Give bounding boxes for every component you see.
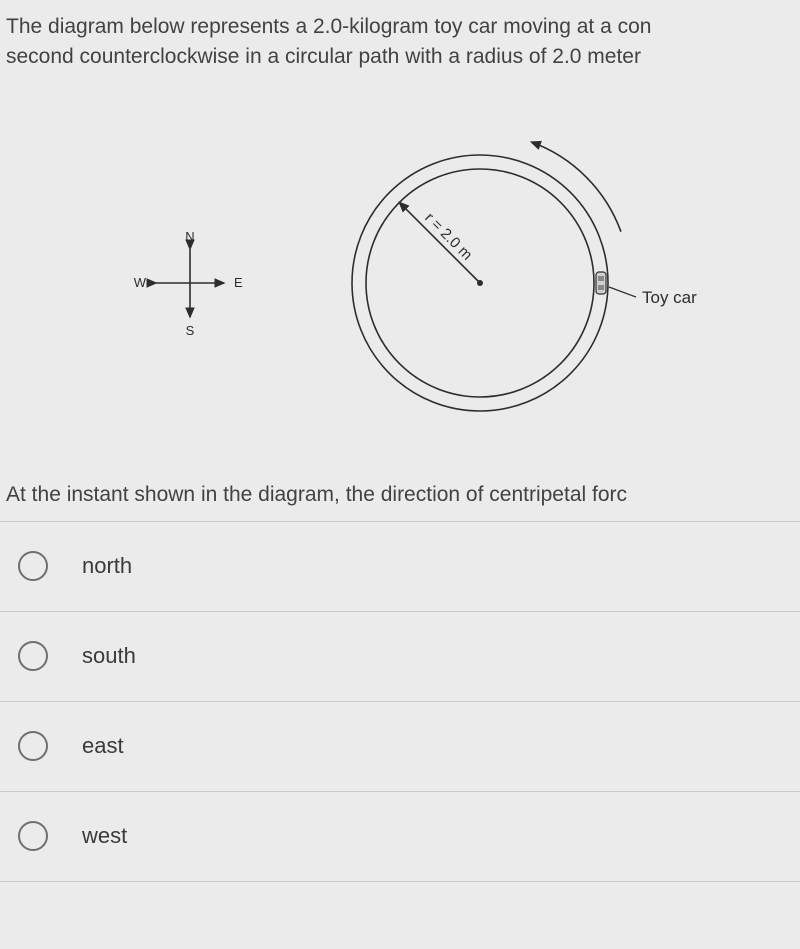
radio-icon[interactable] [18, 731, 48, 761]
radio-icon[interactable] [18, 641, 48, 671]
question-stem: The diagram below represents a 2.0-kilog… [0, 0, 800, 73]
question-prompt: At the instant shown in the diagram, the… [0, 453, 800, 521]
svg-text:E: E [234, 275, 243, 290]
option-west[interactable]: west [0, 792, 800, 882]
option-label: south [82, 643, 136, 669]
svg-text:S: S [186, 323, 195, 338]
option-south[interactable]: south [0, 612, 800, 702]
diagram-area: N S E Wr = 2.0 m Toy car [0, 93, 800, 453]
option-label: north [82, 553, 132, 579]
question-line2: second counterclockwise in a circular pa… [6, 45, 641, 68]
svg-text:W: W [134, 275, 147, 290]
option-label: east [82, 733, 124, 759]
svg-text:r = 2.0 m: r = 2.0 m [421, 209, 475, 263]
radio-icon[interactable] [18, 821, 48, 851]
radio-icon[interactable] [18, 551, 48, 581]
question-line1: The diagram below represents a 2.0-kilog… [6, 15, 651, 38]
option-north[interactable]: north [0, 522, 800, 612]
option-east[interactable]: east [0, 702, 800, 792]
option-label: west [82, 823, 127, 849]
svg-text:N: N [185, 229, 194, 244]
svg-text:Toy car: Toy car [642, 288, 697, 307]
answer-options: north south east west [0, 521, 800, 882]
physics-diagram: N S E Wr = 2.0 m Toy car [40, 103, 760, 443]
